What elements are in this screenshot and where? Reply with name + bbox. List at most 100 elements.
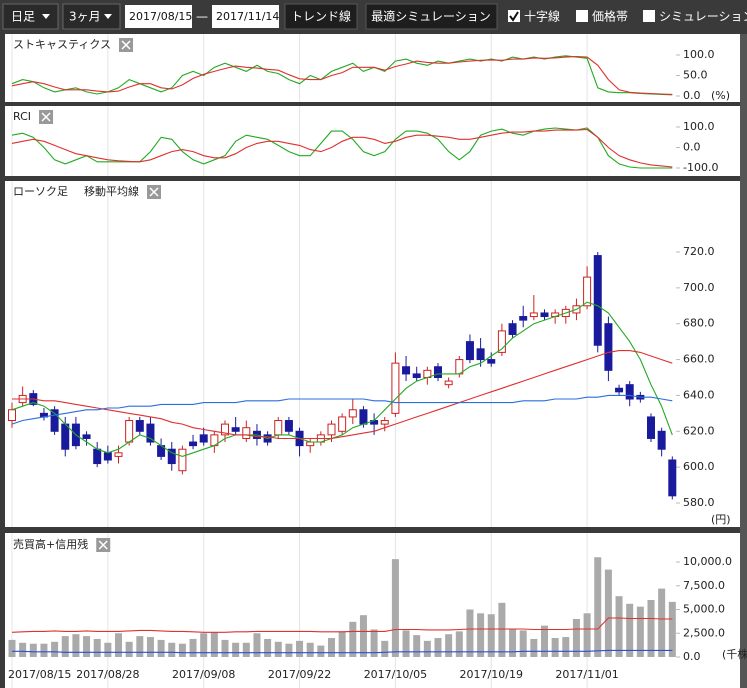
volume-bar: [381, 640, 389, 657]
volume-bar: [626, 603, 634, 657]
end-date-input[interactable]: [212, 5, 279, 28]
volume-bar: [242, 642, 250, 657]
series-line: [11, 127, 673, 169]
series-line: [11, 394, 673, 425]
dropdown-arrow: [104, 14, 112, 19]
series-line: [11, 301, 673, 457]
volume-bar: [466, 609, 474, 657]
volume-bar: [317, 645, 325, 657]
x-tick-label: 2017/10/19: [460, 668, 523, 681]
volume-bar: [402, 630, 410, 657]
volume-bar: [306, 642, 314, 657]
overlay-title: 移動平均線: [84, 184, 139, 198]
candle-body: [103, 452, 112, 461]
candle-body: [178, 448, 187, 472]
panel-title: ストキャスティクス: [13, 38, 111, 51]
checkbox[interactable]: [643, 10, 655, 22]
volume-bar: [253, 633, 261, 657]
panel: [5, 106, 740, 176]
volume-bar: [477, 613, 485, 657]
candle-body: [93, 448, 102, 465]
candle-body: [412, 373, 421, 378]
y-tick-label: 7,500.0: [683, 579, 725, 592]
candle-body: [125, 420, 134, 443]
volume-bar: [200, 633, 208, 657]
close-icon: [149, 187, 159, 197]
unit-label: (千株): [722, 647, 747, 661]
series-line: [11, 56, 673, 95]
candle-body: [284, 420, 293, 432]
y-tick-label: 50.0: [683, 69, 708, 82]
volume-bar: [296, 640, 304, 657]
candle-body: [444, 380, 453, 386]
close-button[interactable]: [39, 110, 54, 124]
volume-bar: [455, 631, 463, 657]
range-label: 3ヶ月: [69, 10, 101, 24]
trend-button[interactable]: [284, 3, 358, 30]
volume-bar: [658, 588, 666, 657]
close-button[interactable]: [147, 185, 161, 199]
candle-body: [380, 420, 389, 425]
candle-body: [135, 420, 144, 432]
candle-body: [199, 434, 208, 443]
volume-bar: [498, 602, 506, 657]
volume-bar: [157, 639, 165, 657]
candle-body: [242, 427, 251, 439]
y-tick-label: 10,000.0: [683, 555, 732, 568]
candle-body: [189, 441, 198, 447]
volume-bar: [29, 643, 37, 657]
candle-body: [402, 366, 411, 375]
candle-body: [540, 312, 549, 318]
panel: [5, 181, 740, 527]
close-icon: [41, 112, 51, 122]
candle-body: [391, 362, 400, 414]
volume-bar: [136, 636, 144, 657]
y-tick-label: 700.0: [683, 281, 715, 294]
x-tick-label: 2017/11/01: [555, 668, 618, 681]
volume-bar: [530, 638, 538, 657]
candle-body: [231, 427, 240, 432]
candle-body: [221, 423, 229, 436]
checkbox[interactable]: [576, 10, 588, 22]
volume-bar: [125, 641, 133, 657]
start-date-input[interactable]: [125, 5, 192, 28]
series-line: [11, 617, 673, 633]
volume-bar: [189, 638, 197, 657]
check-mark: [509, 11, 519, 22]
series-line: [12, 649, 673, 654]
volume-bar: [647, 600, 655, 657]
close-button[interactable]: [119, 38, 134, 52]
checkbox-label: シミュレーション: [659, 10, 747, 24]
x-tick-label: 2017/08/28: [76, 668, 139, 681]
candle-body: [167, 448, 176, 465]
button-label: 最適シミュレーション: [371, 9, 491, 24]
candle-body: [348, 409, 357, 418]
y-tick-label: 2,500.0: [683, 626, 725, 639]
candle-body: [359, 409, 368, 425]
close-button[interactable]: [96, 538, 111, 552]
candle-body: [647, 416, 655, 439]
series-line: [12, 350, 673, 440]
candle-body: [583, 276, 592, 307]
volume-bar: [594, 557, 602, 657]
series-line: [11, 55, 673, 96]
volume-bar: [210, 632, 218, 657]
candle-body: [114, 452, 123, 457]
panel-title: ローソク足: [13, 185, 68, 198]
y-tick-label: 100.0: [683, 48, 715, 61]
volume-bar: [572, 619, 580, 657]
y-tick-label: 620.0: [683, 424, 715, 437]
candle-body: [327, 423, 336, 436]
candle-body: [487, 359, 496, 364]
range-select[interactable]: [62, 3, 121, 30]
start-date: 2017/08/15: [129, 10, 192, 23]
y-tick-label: 100.0: [683, 120, 715, 133]
dropdown-arrow: [42, 14, 50, 19]
panel-title: 売買高+信用残: [13, 537, 88, 551]
candle-body: [593, 255, 602, 346]
simulation-button[interactable]: [365, 3, 498, 30]
volume-bar: [668, 601, 676, 657]
interval-select[interactable]: [2, 3, 59, 30]
candle-body: [50, 409, 59, 432]
